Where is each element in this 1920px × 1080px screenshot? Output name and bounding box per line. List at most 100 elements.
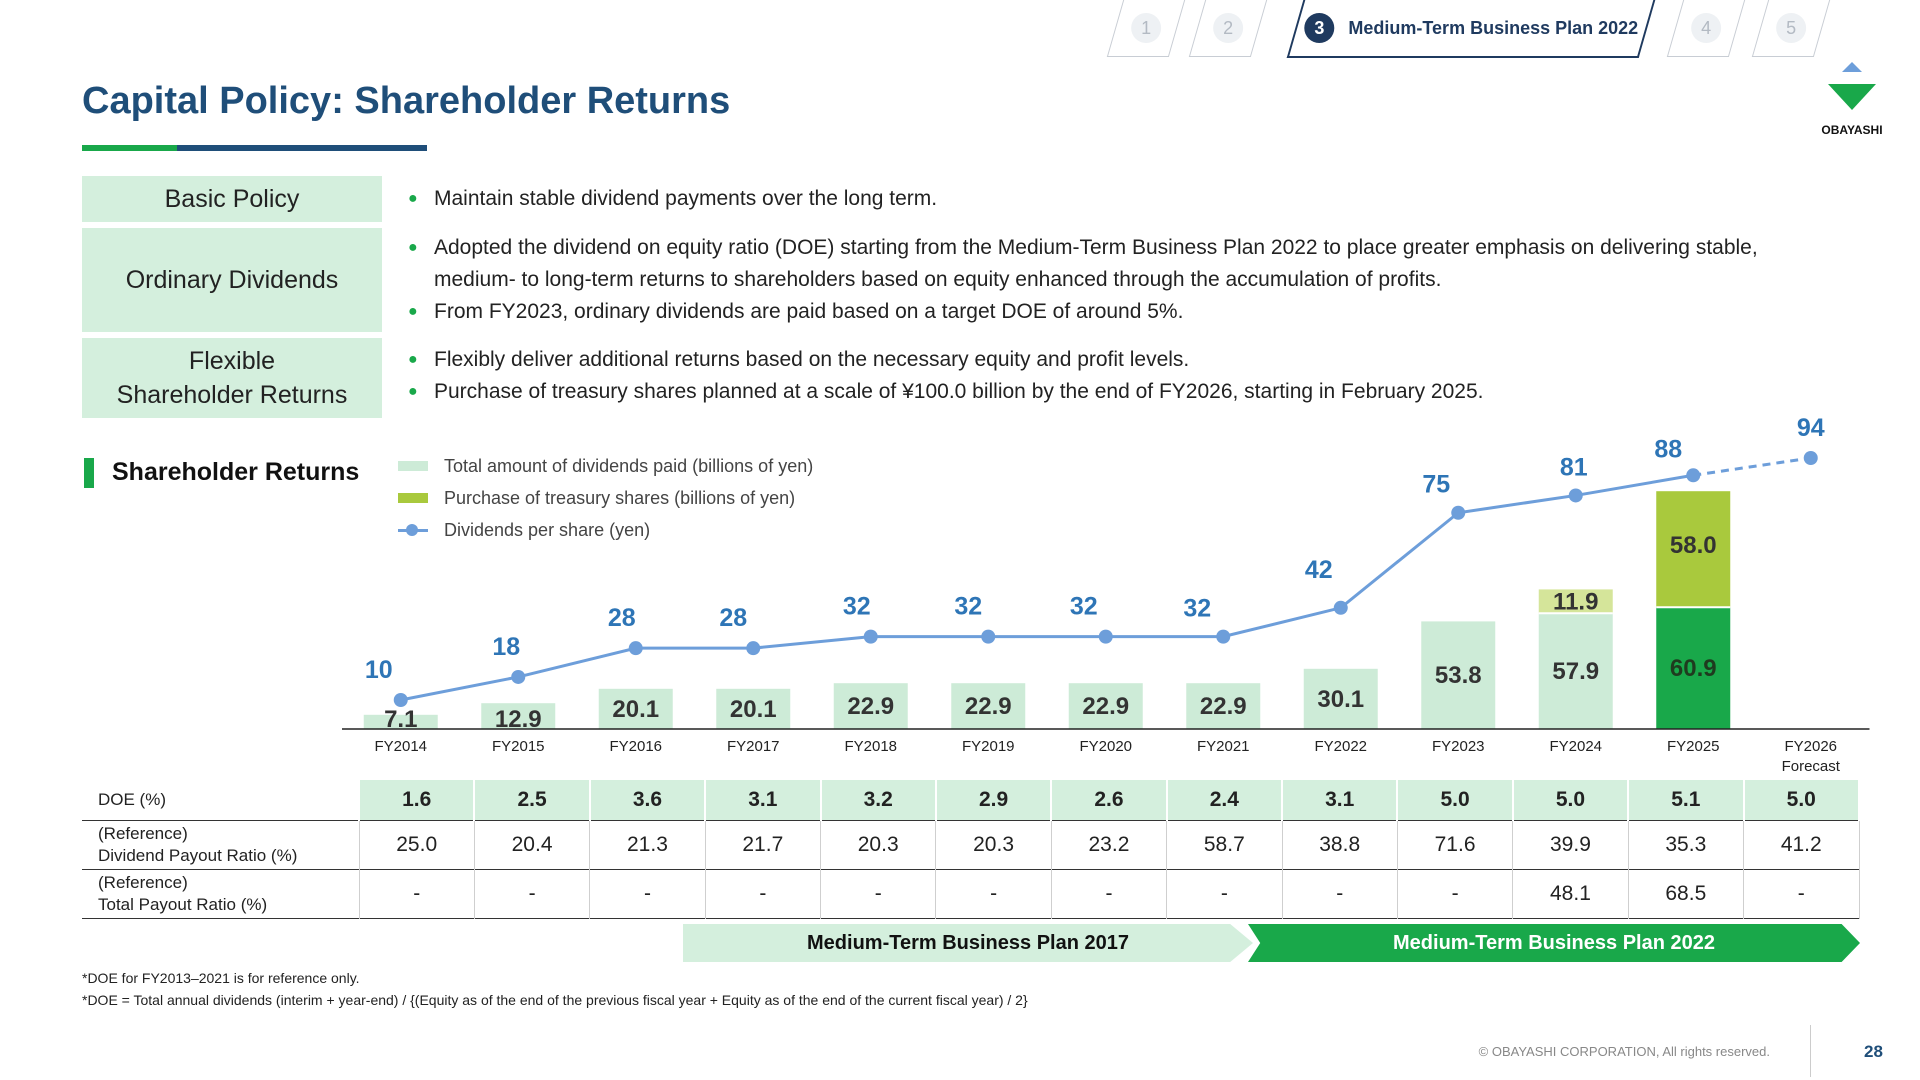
dps-point [628, 641, 643, 656]
x-tick-label: FY2026 [1784, 738, 1837, 755]
flexible-policy-item: ● Flexibly deliver additional returns bas… [408, 344, 1189, 376]
table-cell: 1.6 [359, 780, 476, 821]
table-cell: - [705, 869, 822, 919]
legend-label: Dividends per share (yen) [444, 519, 651, 540]
tab-5[interactable]: 5 [1751, 0, 1831, 57]
copyright: © OBAYASHI CORPORATION, All rights reser… [1478, 1044, 1770, 1059]
obayashi-logo: OBAYASHI [1820, 58, 1884, 138]
bar-dividends [716, 688, 791, 729]
table-cell: 3.1 [705, 780, 822, 821]
row-label: DOE (%) [82, 780, 360, 821]
tab-1[interactable]: 1 [1106, 0, 1186, 57]
policy-text: Purchase of treasury shares planned at a… [434, 380, 1484, 403]
bar-label-treasury: 58.0 [1670, 532, 1717, 559]
x-tick-label: FY2019 [962, 738, 1015, 755]
x-tick-label: FY2018 [844, 738, 897, 755]
x-tick-label: FY2015 [492, 738, 545, 755]
dps-point [1686, 468, 1701, 483]
x-tick-label: FY2024 [1549, 738, 1602, 755]
tab-3[interactable]: 3 Medium-Term Business Plan 2022 [1286, 0, 1656, 58]
bar-label-dividends: 22.9 [965, 693, 1012, 720]
table-cell: 35.3 [1628, 820, 1745, 870]
section-title: Shareholder Returns [112, 458, 360, 486]
metrics-table: DOE (%) 1.6 2.5 3.6 3.1 3.2 2.9 2.6 2.4 3.1 5.0 5.0… [82, 780, 1860, 919]
x-tick-label: FY2021 [1197, 738, 1250, 755]
bullet-icon: ● [408, 351, 418, 368]
tab-number: 3 [1304, 13, 1335, 43]
ordinary-policy-item: ● Adopted the dividend on equity ratio (… [408, 232, 1758, 296]
section-tabs: 1 2 3 Medium-Term Business Plan 2022 4 5 [1106, 0, 1855, 60]
dps-label: 32 [1070, 593, 1098, 621]
dps-point [863, 629, 878, 644]
dps-point [746, 641, 761, 656]
flexible-label-line1: Flexible [188, 347, 276, 375]
bullet-icon: ● [408, 190, 418, 207]
table-cell: - [1282, 869, 1398, 919]
flexible-label-line2: Shareholder Returns [116, 381, 348, 409]
dps-point [393, 693, 408, 707]
plan-2017-banner: Medium-Term Business Plan 2017 [683, 924, 1253, 962]
footer-divider [1810, 1025, 1811, 1077]
page-title: Capital Policy: Shareholder Returns [82, 80, 731, 122]
table-cell: 21.3 [589, 820, 706, 870]
dps-label: 81 [1560, 453, 1588, 481]
row-label: (Reference) Total Payout Ratio (%) [82, 869, 360, 919]
table-cell: 58.7 [1166, 820, 1283, 870]
row-label-line1: (Reference) [98, 873, 188, 892]
tab-number: 4 [1691, 13, 1722, 43]
table-cell: - [1397, 869, 1514, 919]
footnote: *DOE = Total annual dividends (interim +… [82, 992, 1028, 1008]
table-row: DOE (%) 1.6 2.5 3.6 3.1 3.2 2.9 2.6 2.4 3.1 5.0 5.0… [82, 780, 1860, 821]
row-label: (Reference) Dividend Payout Ratio (%) [82, 820, 360, 870]
bar-treasury [1656, 491, 1731, 608]
dps-forecast-line [1693, 456, 1811, 477]
dps-point [1098, 629, 1113, 644]
policy-text: Flexibly deliver additional returns base… [434, 348, 1190, 371]
basic-policy-label: Basic Policy [164, 185, 300, 213]
flexible-policy-item: ● Purchase of treasury shares planned at … [408, 376, 1483, 408]
table-row: (Reference) Dividend Payout Ratio (%) 25.0… [82, 820, 1860, 870]
policy-text: Maintain stable dividend payments over t… [434, 187, 938, 210]
table-cell: - [1743, 869, 1860, 919]
dps-label: 75 [1422, 471, 1450, 499]
ordinary-policy-item: ● From FY2023, ordinary dividends are pai… [408, 296, 1183, 328]
row-label-line2: Dividend Payout Ratio (%) [98, 846, 298, 865]
page-number: 28 [1864, 1042, 1883, 1061]
table-cell: 2.5 [474, 780, 591, 821]
basic-policy-item: ● Maintain stable dividend payments over … [408, 183, 937, 215]
x-tick-label: FY2023 [1432, 738, 1485, 755]
table-cell: 25.0 [359, 820, 475, 870]
legend-item-treasury: Purchase of treasury shares (billions of… [398, 482, 813, 514]
bar-label-dividends: 57.9 [1552, 658, 1599, 685]
bullet-icon: ● [408, 383, 418, 400]
table-cell: - [935, 869, 1052, 919]
tab-number: 5 [1776, 13, 1807, 43]
legend-label: Total amount of dividends paid (billions… [444, 455, 814, 476]
table-cell: 68.5 [1628, 869, 1745, 919]
bar-label-dividends: 53.8 [1435, 662, 1482, 689]
x-tick-label: Forecast [1782, 758, 1841, 775]
tab-4[interactable]: 4 [1666, 0, 1746, 57]
table-cell: 20.3 [935, 820, 1052, 870]
dps-label: 10 [365, 656, 393, 684]
x-tick-label: FY2014 [374, 738, 427, 755]
bar-label-dividends: 7.1 [384, 706, 417, 733]
table-row: (Reference) Total Payout Ratio (%) - - - - - - -… [82, 869, 1860, 919]
table-cell: 2.4 [1166, 780, 1284, 821]
bar-label-dividends: 22.9 [847, 693, 894, 720]
legend-label: Purchase of treasury shares (billions of… [444, 487, 796, 508]
tab-number: 1 [1131, 13, 1162, 43]
bar-dividends [833, 683, 908, 729]
dps-point [1451, 505, 1466, 520]
table-cell: 2.9 [935, 780, 1053, 821]
x-tick-label: FY2020 [1079, 738, 1132, 755]
row-label-line2: Total Payout Ratio (%) [98, 895, 268, 914]
bar-dividends [951, 683, 1026, 729]
table-cell: 5.0 [1743, 780, 1860, 821]
dps-point [1568, 488, 1583, 503]
bar-dividends [1656, 607, 1731, 729]
legend-item-dps: Dividends per share (yen) [398, 514, 813, 546]
bar-label-dividends: 22.9 [1200, 693, 1247, 720]
bar-dividends [481, 703, 556, 729]
tab-2[interactable]: 2 [1188, 0, 1268, 57]
